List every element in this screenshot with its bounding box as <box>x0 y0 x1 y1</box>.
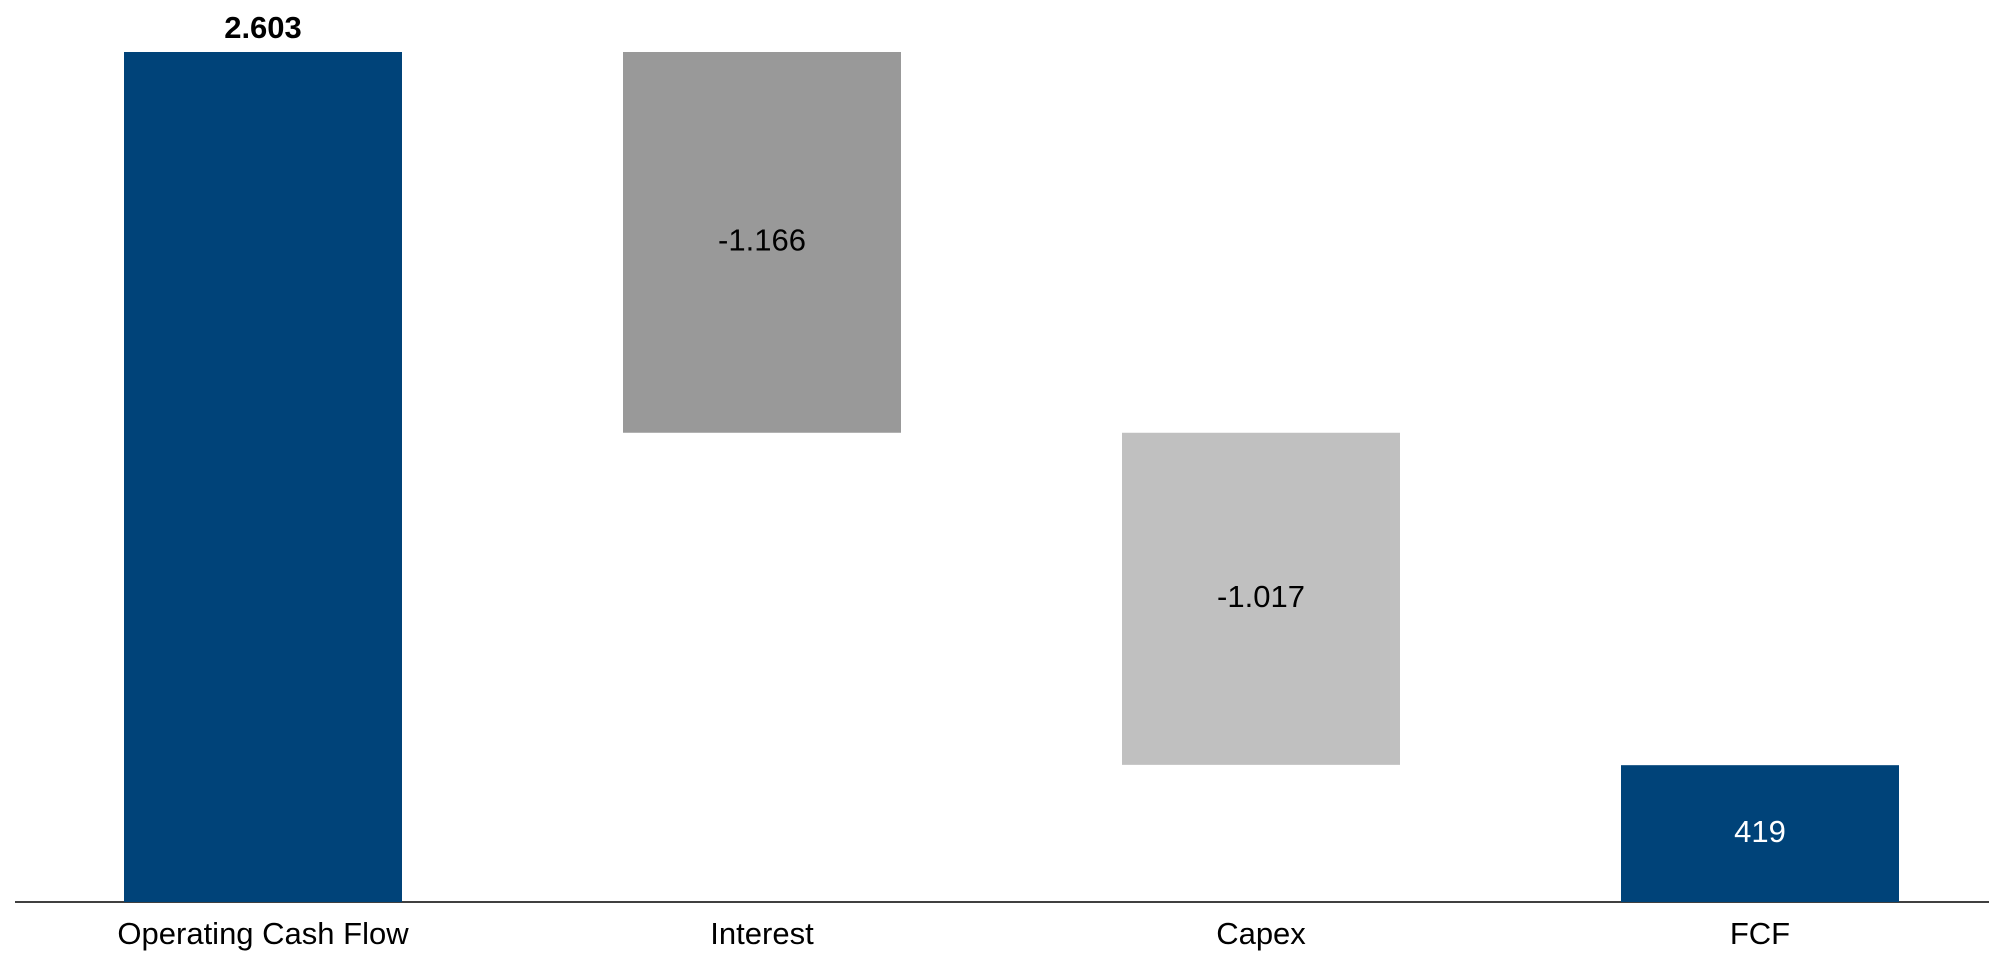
bar <box>124 52 402 902</box>
value-label: 419 <box>1734 814 1786 849</box>
x-tick-label: Capex <box>1216 916 1306 951</box>
x-tick-label: Operating Cash Flow <box>117 916 409 951</box>
bar <box>1621 765 1899 902</box>
x-tick-label: Interest <box>710 916 814 951</box>
value-label: -1.166 <box>718 223 806 258</box>
bar <box>623 52 901 433</box>
x-tick-label: FCF <box>1730 916 1790 951</box>
value-label: -1.017 <box>1217 579 1305 614</box>
bar <box>1122 432 1400 765</box>
value-label: 2.603 <box>224 10 302 45</box>
